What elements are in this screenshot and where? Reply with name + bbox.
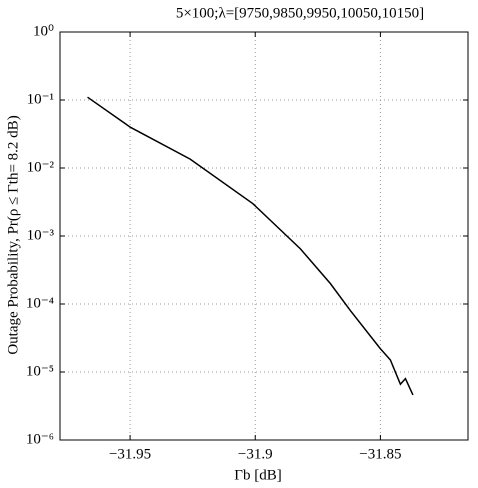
data-line (87, 96, 414, 396)
y-tick-label: 10⁻⁴ (26, 295, 54, 311)
y-tick-label: 10⁻² (27, 159, 55, 175)
plot-frame (59, 31, 469, 441)
y-tick-label: 10⁻⁶ (26, 431, 54, 447)
x-tick-label: −31.95 (109, 446, 151, 462)
y-tick-label: 10⁰ (33, 23, 54, 39)
x-tick-label: −31.85 (359, 446, 401, 462)
y-tick-label: 10⁻¹ (27, 91, 54, 107)
y-axis-label: Outage Probability, Pr(ρ ≤ Γth= 8.2 dB) (5, 115, 21, 354)
x-tick-label: −31.9 (238, 446, 273, 462)
y-tick-label: 10⁻³ (27, 227, 55, 243)
y-tick-label: 10⁻⁵ (26, 363, 54, 379)
chart-title: 5×100;λ=[9750,9850,9950,10050,10150] (176, 5, 424, 21)
x-axis-label: Γb [dB] (234, 467, 281, 483)
